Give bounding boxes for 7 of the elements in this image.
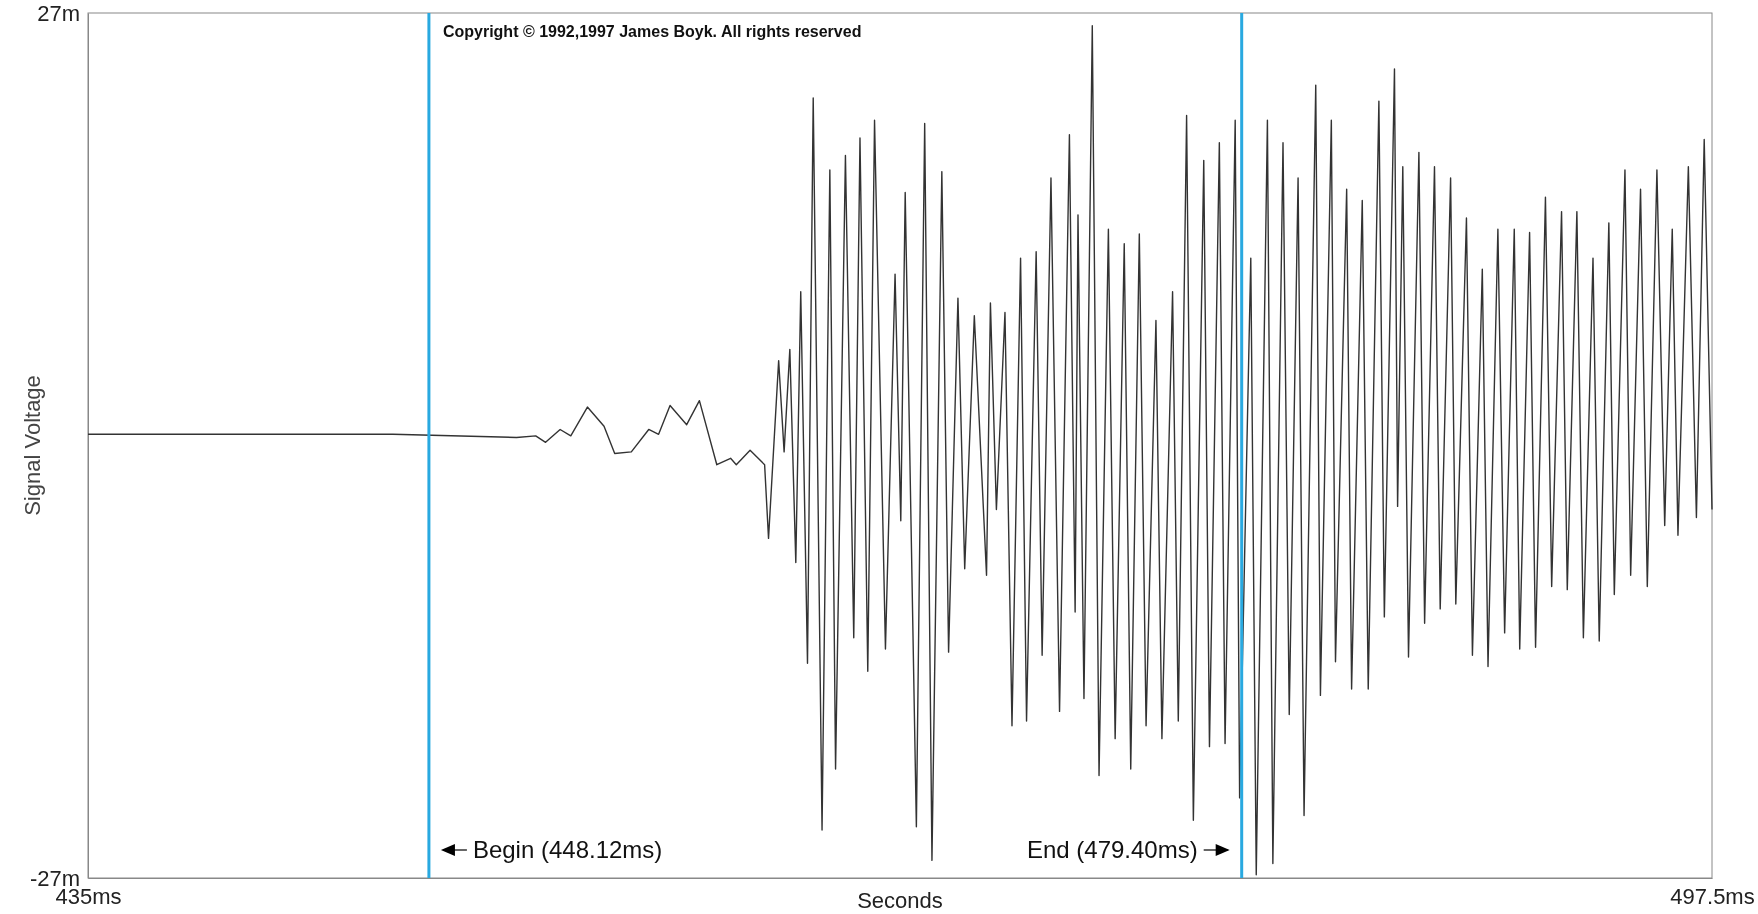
y-tick-label: 27m xyxy=(37,0,80,26)
ref-line-label: End (479.40ms) xyxy=(1026,836,1198,864)
y-axis-title: Signal Voltage xyxy=(20,375,45,516)
x-tick-label: 497.5ms xyxy=(1670,883,1755,909)
x-axis-title: Seconds xyxy=(857,888,943,913)
annotation: Copyright © 1992,1997 James Boyk. All rights reserved xyxy=(442,23,862,40)
ref-line-label: Begin (448.12ms) xyxy=(472,836,663,864)
